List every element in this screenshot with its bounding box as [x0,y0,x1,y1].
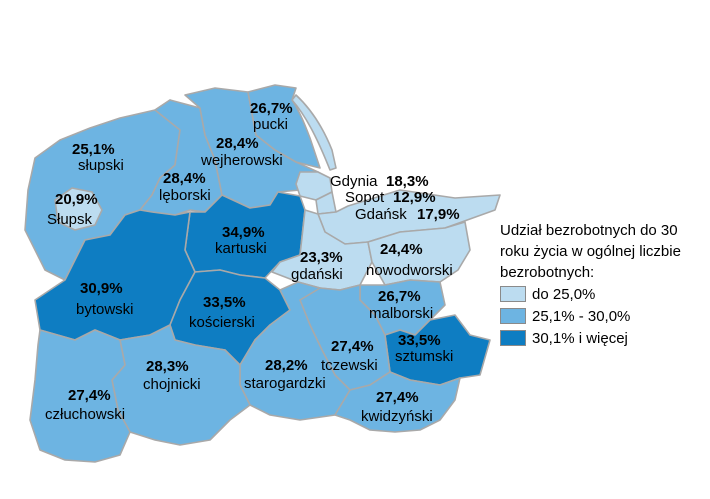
label-gdynia-value: 18,3% [386,173,429,190]
legend-swatch-high [500,330,526,346]
legend-item-low: do 25,0% [500,283,705,305]
legend-item-mid: 25,1% - 30,0% [500,305,705,327]
label-gdynia-name: Gdynia [330,173,378,190]
label-kwidzynski-name: kwidzyński [361,408,433,425]
label-chojnicki-name: chojnicki [143,376,201,393]
label-kwidzynski-value: 27,4% [376,389,419,406]
region-czluchowski [29,329,131,463]
label-sopot-value: 12,9% [393,189,436,206]
legend-swatch-mid [500,308,526,324]
label-koscierski-name: kościerski [189,314,255,331]
region-pucki [247,84,321,169]
label-slupsk-name: Słupsk [47,211,93,228]
label-wejherowski-name: wejherowski [200,152,283,169]
label-kartuski-value: 34,9% [222,224,265,241]
map-legend: Udział bezrobotnych do 30 roku życia w o… [500,220,705,349]
label-slupski-value: 25,1% [72,141,115,158]
label-starogardzki-value: 28,2% [265,357,308,374]
label-leborski-value: 28,4% [163,170,206,187]
label-pucki-name: pucki [253,116,288,133]
label-bytowski-value: 30,9% [80,280,123,297]
label-sztumski-name: sztumski [395,348,453,365]
region-starogardzki [239,281,351,421]
hel-peninsula [291,94,337,171]
legend-label-high: 30,1% i więcej [532,329,628,347]
label-slupsk-value: 20,9% [55,191,98,208]
label-starogardzki-name: starogardzki [244,375,326,392]
label-gdanski-value: 23,3% [300,249,343,266]
label-nowodworski-name: nowodworski [366,262,453,279]
legend-label-low: do 25,0% [532,285,596,303]
label-pucki-value: 26,7% [250,100,293,117]
label-slupski-name: słupski [78,157,124,174]
label-czluchowski-value: 27,4% [68,387,111,404]
label-bytowski-name: bytowski [76,301,134,318]
label-koscierski-value: 33,5% [203,294,246,311]
legend-title: Udział bezrobotnych do 30 roku życia w o… [500,222,681,281]
label-sztumski-value: 33,5% [398,332,441,349]
label-czluchowski-name: człuchowski [45,406,125,423]
label-chojnicki-value: 28,3% [146,358,189,375]
label-gdansk-name: Gdańsk [355,206,407,223]
label-sopot-name: Sopot [345,189,385,206]
label-leborski-name: lęborski [159,187,211,204]
region-kwidzynski [334,371,461,433]
region-nowodworski [367,221,471,286]
region-gdanski [271,209,373,291]
legend-item-high: 30,1% i więcej [500,327,705,349]
label-wejherowski-value: 28,4% [216,135,259,152]
label-tczewski-value: 27,4% [331,338,374,355]
label-tczewski-name: tczewski [321,357,378,374]
legend-label-mid: 25,1% - 30,0% [532,307,631,325]
label-malborski-value: 26,7% [378,288,421,305]
label-kartuski-name: kartuski [215,240,267,257]
region-slupsk [54,187,103,231]
label-gdanski-name: gdański [291,266,343,283]
label-gdansk-value: 17,9% [417,206,460,223]
legend-swatch-low [500,286,526,302]
label-nowodworski-value: 24,4% [380,241,423,258]
label-malborski-name: malborski [369,305,433,322]
